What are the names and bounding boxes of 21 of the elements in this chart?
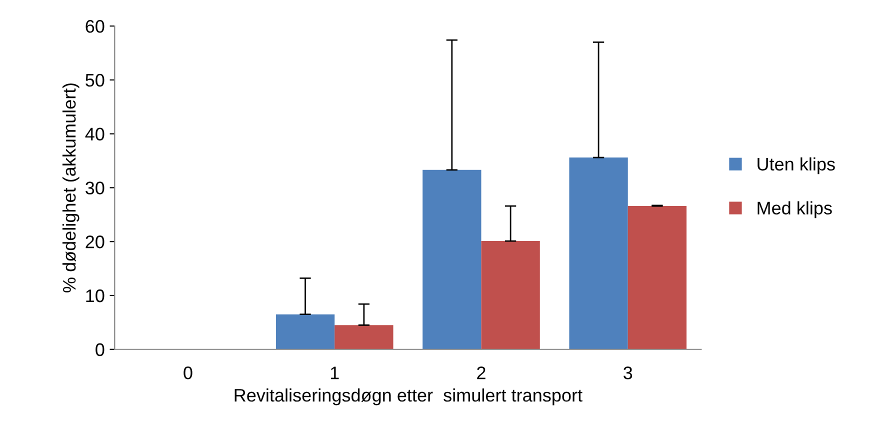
bar <box>334 325 394 350</box>
y-tick-label: 20 <box>86 236 104 248</box>
y-tick-label: 10 <box>86 289 104 302</box>
x-tick-label: 1 <box>330 366 339 380</box>
x-tick-label: 2 <box>477 366 486 380</box>
y-tick-label: 50 <box>86 74 104 87</box>
bar <box>569 158 628 350</box>
y-axis-title: % dødelighet (akkumulert) <box>62 83 80 292</box>
bar <box>276 314 335 350</box>
y-tick-label: 40 <box>85 128 104 141</box>
bar <box>481 241 540 350</box>
legend-label: Med klips <box>758 201 832 218</box>
bar <box>628 206 687 350</box>
x-axis-title: Revitaliseringsdøgn etter simulert transport <box>234 388 582 406</box>
legend-label: Uten klips <box>758 157 835 174</box>
bar <box>422 170 482 350</box>
y-tick-label: 60 <box>86 20 104 33</box>
x-tick-label: 3 <box>624 366 632 380</box>
y-tick-label: 0 <box>96 343 104 356</box>
x-tick-label: 0 <box>184 366 192 380</box>
y-tick-label: 30 <box>86 182 104 194</box>
